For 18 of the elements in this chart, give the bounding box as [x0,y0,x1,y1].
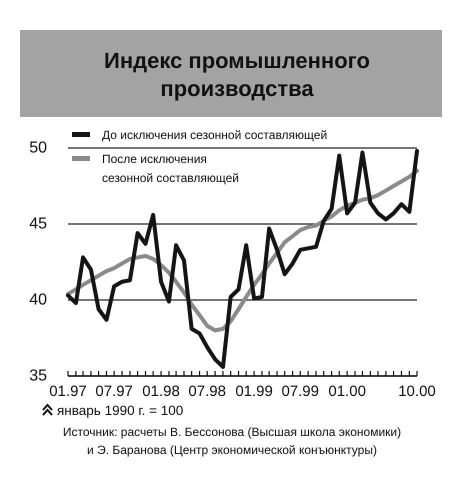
x-tick-label: 01.99 [235,383,273,400]
x-tick-label: 07.98 [188,383,226,400]
x-tick-label: 01.97 [49,383,87,400]
x-tick-label: 07.97 [95,383,133,400]
legend-label: До исключения сезонной составляющей [102,128,328,142]
y-tick-label: 35 [29,368,48,384]
legend-label: После исключения сезонной составляющей [102,152,239,185]
y-tick-label: 45 [29,216,48,232]
text: Источник: расчеты В. Бессонова (Высшая школа экономики) и Э. Баранова (Центр экономической конъюнктуры) [62,425,402,457]
line-series [66,149,419,369]
x-tick-label: 01.00 [328,383,366,400]
text: январь 1990 г. = 100 [57,403,184,418]
y-tick-label: 50 [29,140,48,156]
y-tick-label: 40 [29,292,48,308]
x-tick-label: 01.98 [142,383,180,400]
x-tick-label: 10.00 [398,383,436,400]
x-tick-label: 07.99 [281,383,320,400]
chart-title: Индекс промышленного производства [104,48,370,101]
